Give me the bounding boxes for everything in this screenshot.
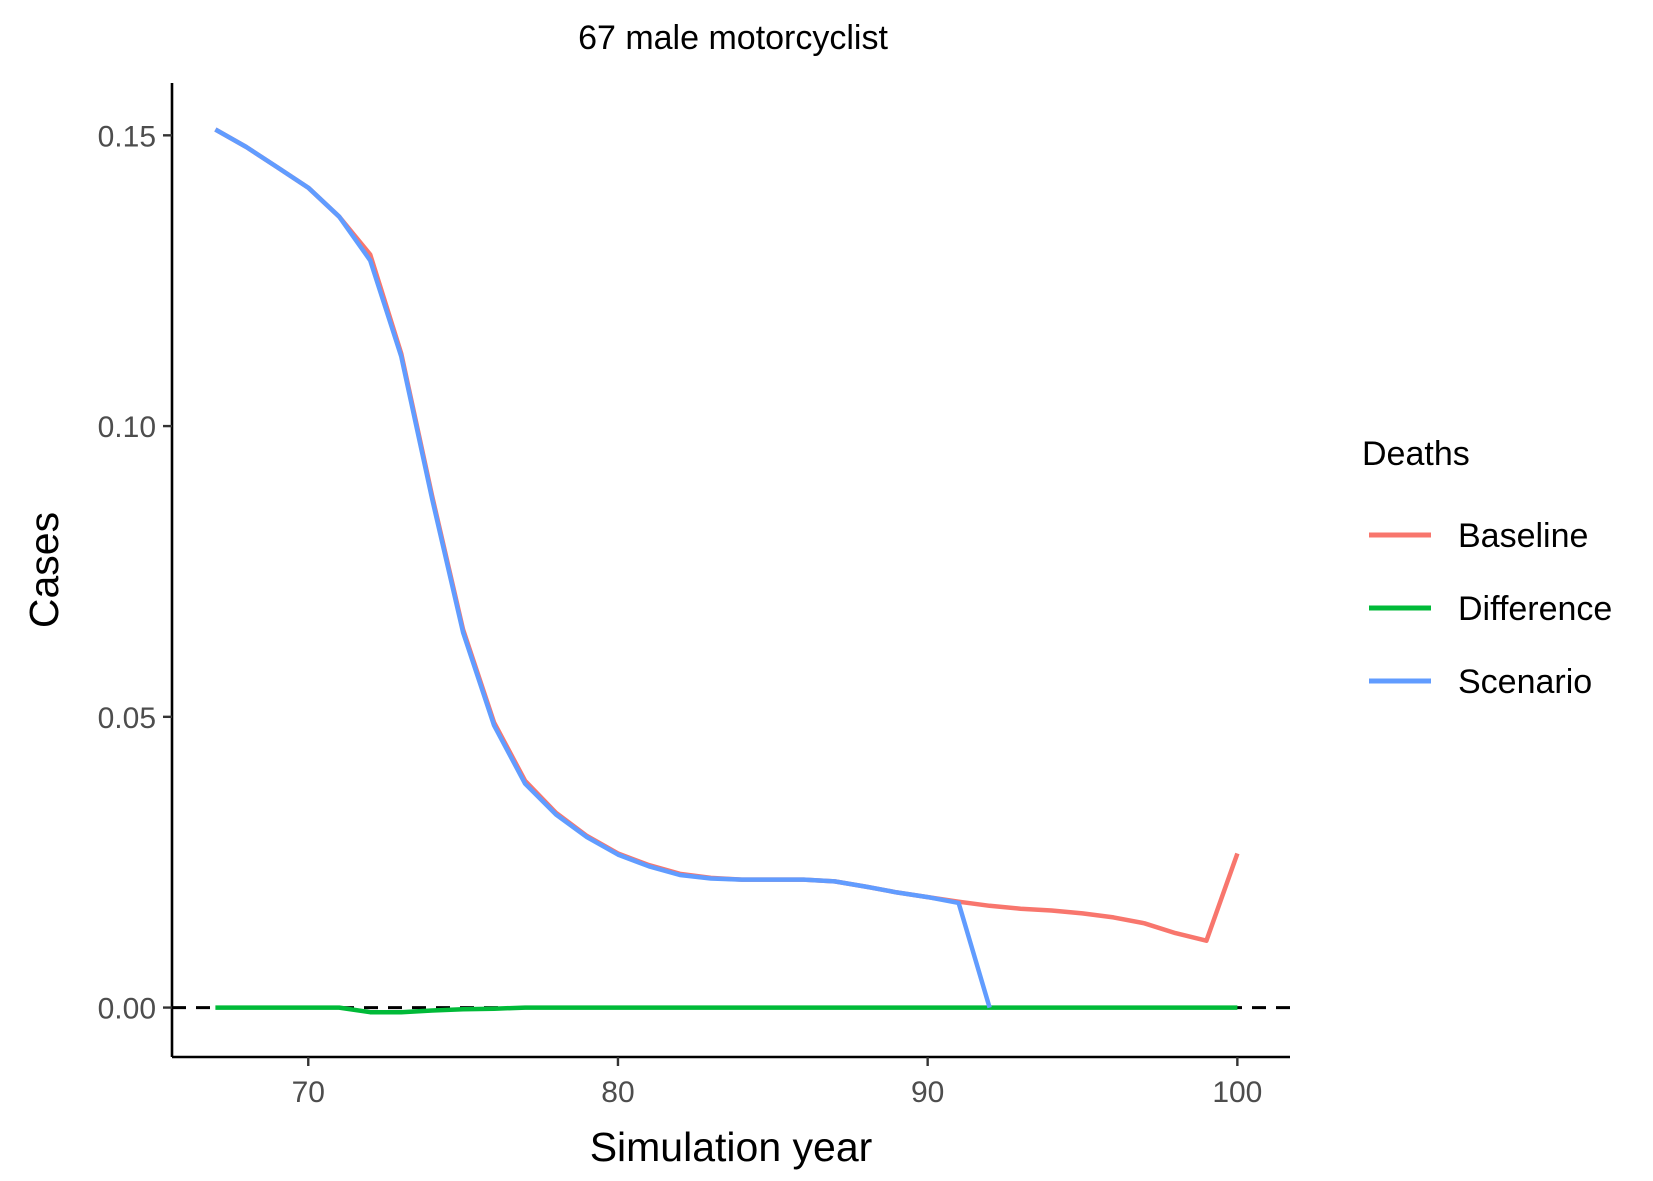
y-tick-label: 0.10 <box>98 411 156 444</box>
legend-label-scenario: Scenario <box>1458 663 1592 701</box>
legend-label-difference: Difference <box>1458 590 1612 628</box>
x-tick-label: 80 <box>601 1076 634 1109</box>
x-tick-label: 90 <box>911 1076 944 1109</box>
legend-title: Deaths <box>1362 435 1470 473</box>
y-axis-ticks: 0.00 0.05 0.10 0.15 <box>98 120 172 1026</box>
legend: Deaths Baseline Difference Scenario <box>1362 435 1612 701</box>
series-line-difference <box>215 1005 1238 1015</box>
y-tick-label: 0.00 <box>98 993 156 1026</box>
y-axis-title: Cases <box>21 512 67 628</box>
x-tick-label: 100 <box>1212 1076 1262 1109</box>
x-tick-label: 70 <box>292 1076 325 1109</box>
x-axis-ticks: 70 80 90 100 <box>292 1057 1262 1109</box>
series-line-baseline <box>214 127 1240 943</box>
y-tick-label: 0.15 <box>98 120 156 153</box>
legend-label-baseline: Baseline <box>1458 517 1588 555</box>
series-line-scenario <box>214 127 992 1009</box>
y-tick-label: 0.05 <box>98 702 156 735</box>
chart-title: 67 male motorcyclist <box>578 19 888 57</box>
plot-area <box>172 127 1290 1015</box>
x-axis-title: Simulation year <box>590 1124 873 1170</box>
